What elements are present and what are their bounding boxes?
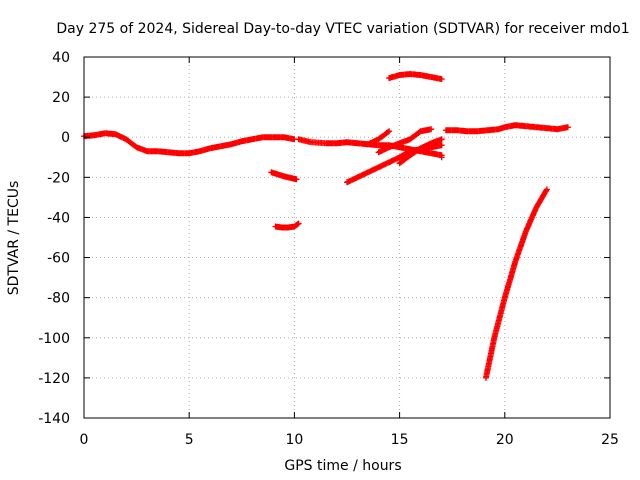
series-arc-6 — [365, 128, 393, 148]
y-tick-label: -60 — [47, 251, 70, 267]
x-tick-label: 5 — [185, 432, 194, 448]
series-arc-3 — [272, 220, 302, 231]
x-axis-title: GPS time / hours — [284, 458, 401, 474]
x-tick-label: 10 — [285, 432, 303, 448]
series-arc-7 — [375, 126, 435, 156]
grid — [84, 57, 610, 418]
series-markers — [268, 169, 300, 183]
series-markers — [375, 126, 435, 156]
plot-frame — [83, 56, 611, 419]
y-tick-label: 40 — [52, 50, 70, 66]
series-arc-9 — [386, 71, 445, 83]
series-arc-8 — [396, 136, 445, 167]
series-arc-10 — [442, 122, 571, 135]
chart-title: Day 275 of 2024, Sidereal Day-to-day VTE… — [56, 21, 629, 37]
series-markers — [272, 220, 302, 231]
series-markers — [396, 136, 445, 167]
y-tick-label: -100 — [38, 331, 70, 347]
y-tick-label: -40 — [47, 210, 70, 226]
y-tick-label: 20 — [52, 90, 70, 106]
series-markers — [365, 128, 393, 148]
y-tick-label: 0 — [61, 130, 70, 146]
series-markers — [442, 122, 571, 135]
x-tick-label: 15 — [391, 432, 409, 448]
x-tick-label: 20 — [496, 432, 514, 448]
series-isolated — [438, 154, 445, 161]
series-layer — [81, 71, 571, 381]
series-arc-2 — [268, 169, 300, 183]
series-markers — [386, 71, 445, 83]
y-axis-title: SDTVAR / TECUs — [6, 181, 22, 296]
y-tick-label: -80 — [47, 291, 70, 307]
x-tick-label: 0 — [80, 432, 89, 448]
y-tick-label: -20 — [47, 170, 70, 186]
y-tick-label: -120 — [38, 371, 70, 387]
ticks: 0 5 10 15 20 25 40 20 0 -20 -40 -60 -80 -100 -120 -140 — [38, 50, 619, 448]
x-tick-label: 25 — [601, 432, 619, 448]
series-arc-11 — [482, 186, 550, 381]
series-markers — [438, 154, 445, 161]
y-tick-label: -140 — [38, 411, 70, 427]
series-markers — [482, 186, 550, 381]
